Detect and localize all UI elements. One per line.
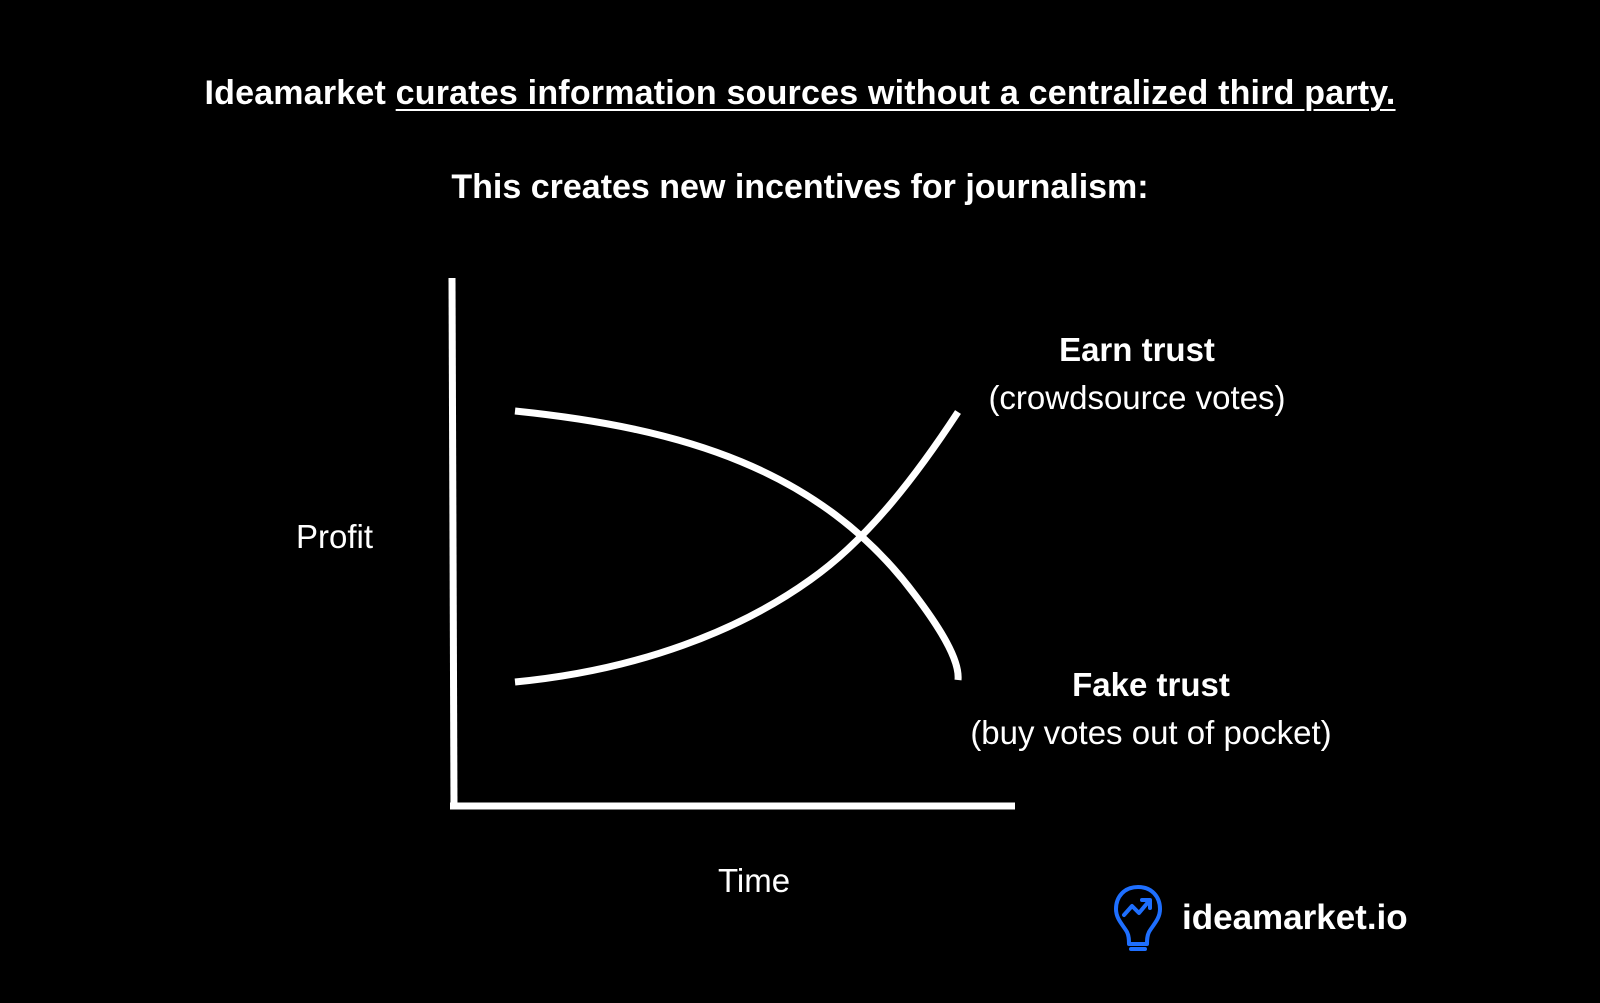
y-axis-line [448, 277, 458, 808]
site-name: ideamarket.io [1182, 898, 1408, 937]
lightbulb-trend-icon [1114, 885, 1162, 951]
brand-logo: ideamarket.io [1110, 882, 1408, 954]
fake-trust-note: (buy votes out of pocket) [970, 714, 1332, 751]
headline-underlined-claim: curates information sources without a ce… [395, 74, 1396, 112]
earn-trust-label: Earn trust (crowdsource votes) [897, 326, 1377, 422]
earn-trust-curve [514, 410, 961, 686]
trend-arrowhead [1140, 898, 1152, 910]
lightbulb-outline [1114, 885, 1162, 946]
fake-trust-name: Fake trust [1072, 666, 1230, 703]
headline-brand-word: Ideamarket [204, 74, 387, 112]
earn-trust-note: (crowdsource votes) [988, 379, 1286, 416]
y-axis-label: Profit [296, 518, 374, 555]
headline: Ideamarket curates information sources w… [0, 74, 1600, 113]
x-axis-label: Time [718, 862, 791, 899]
fake-trust-label: Fake trust (buy votes out of pocket) [911, 661, 1391, 757]
subheadline: This creates new incentives for journali… [451, 168, 1149, 206]
earn-trust-name: Earn trust [1059, 331, 1215, 368]
trend-line [1122, 899, 1151, 917]
fake-trust-curve [514, 407, 962, 681]
